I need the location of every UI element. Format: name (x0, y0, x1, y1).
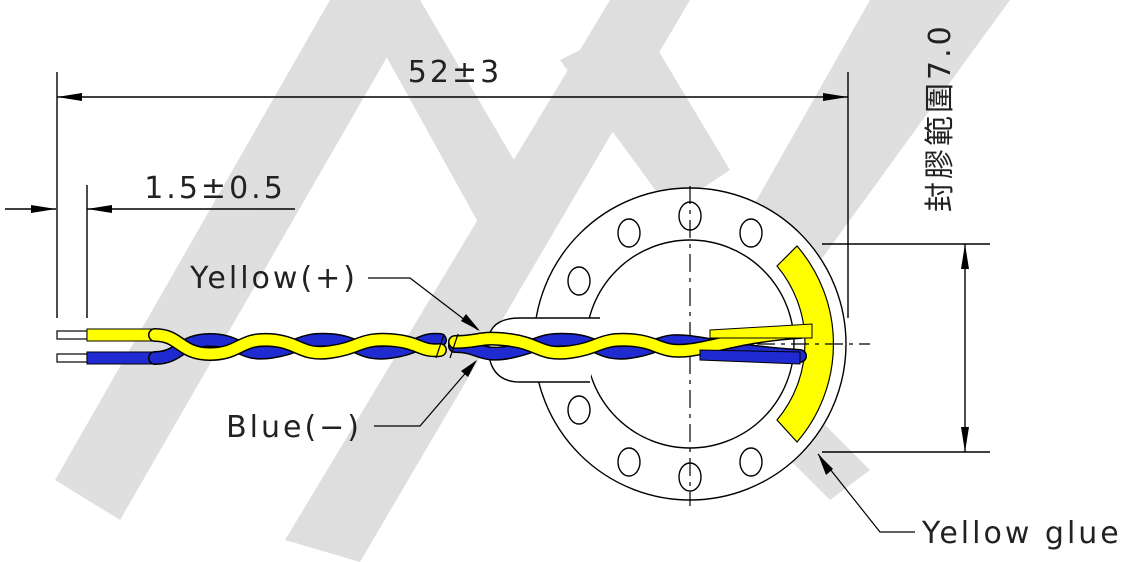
dimension-overall-length: 52±3 (56, 55, 849, 318)
blue-wire-label: Blue(−) (226, 410, 362, 445)
letter-a-watermark-icon (55, 0, 1010, 562)
yellow-glue-label: Yellow glue (921, 516, 1122, 551)
callout-yellow-wire: Yellow(+) (189, 261, 480, 331)
callout-blue-wire: Blue(−) (226, 360, 477, 445)
dimension-strip-length: 1.5±0.5 (5, 171, 295, 318)
glue-range-label: 封膠範圍7.0 (923, 23, 958, 212)
overall-length-label: 52±3 (408, 55, 502, 90)
twisted-wire-pair (86, 323, 813, 365)
yellow-wire-label: Yellow(+) (189, 261, 358, 296)
callout-yellow-glue: Yellow glue (817, 453, 1122, 551)
bare-wire-tips (56, 330, 88, 363)
dimension-glue-range: 封膠範圍7.0 (822, 23, 990, 453)
strip-length-label: 1.5±0.5 (144, 171, 286, 206)
